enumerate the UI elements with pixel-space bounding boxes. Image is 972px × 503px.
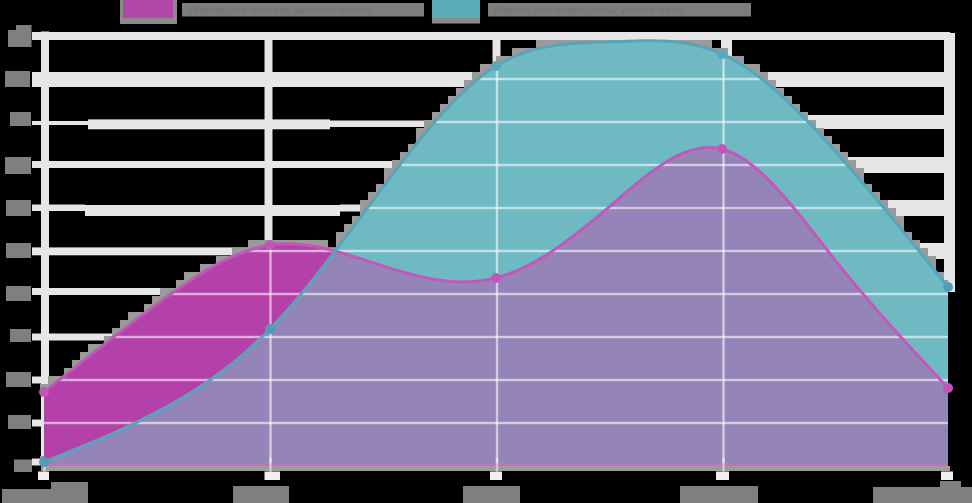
svg-text:Mwnm wm nwwm nmw wmnw mnw: Mwnm wm nwwm nmw wmnw mnw <box>494 3 684 17</box>
svg-text:Wwmm nw wmnnw awnwm mwnw: Wwmm nw wmnnw awnwm mwnw <box>188 3 372 17</box>
